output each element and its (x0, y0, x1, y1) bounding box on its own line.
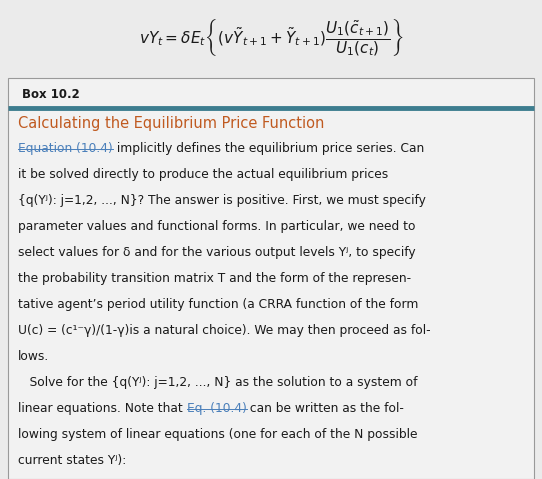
Text: lows.: lows. (18, 350, 49, 363)
Text: Eq. (10.4): Eq. (10.4) (186, 402, 247, 415)
Text: Equation (10.4): Equation (10.4) (18, 142, 113, 155)
Text: $vY_t = \delta E_t\left\{(v\tilde{Y}_{t+1} + \tilde{Y}_{t+1})\dfrac{U_1(\tilde{c: $vY_t = \delta E_t\left\{(v\tilde{Y}_{t+… (139, 18, 403, 58)
Text: Solve for the {q(Yʲ): j=1,2, ..., N} as the solution to a system of: Solve for the {q(Yʲ): j=1,2, ..., N} as … (18, 376, 417, 389)
Text: Calculating the Equilibrium Price Function: Calculating the Equilibrium Price Functi… (18, 116, 324, 131)
Text: parameter values and functional forms. In particular, we need to: parameter values and functional forms. I… (18, 220, 416, 233)
Text: it be solved directly to produce the actual equilibrium prices: it be solved directly to produce the act… (18, 168, 388, 181)
Text: Box 10.2: Box 10.2 (22, 88, 80, 101)
Text: U(c) = (c¹⁻γ)/(1-γ)is a natural choice). We may then proceed as fol-: U(c) = (c¹⁻γ)/(1-γ)is a natural choice).… (18, 324, 431, 337)
Text: can be written as the fol-: can be written as the fol- (247, 402, 404, 415)
Text: lowing system of linear equations (one for each of the N possible: lowing system of linear equations (one f… (18, 428, 417, 441)
Text: implicitly defines the equilibrium price series. Can: implicitly defines the equilibrium price… (113, 142, 424, 155)
Text: the probability transition matrix T and the form of the represen-: the probability transition matrix T and … (18, 272, 411, 285)
Text: linear equations. Note that: linear equations. Note that (18, 402, 186, 415)
FancyBboxPatch shape (8, 78, 534, 479)
Text: select values for δ and for the various output levels Yʲ, to specify: select values for δ and for the various … (18, 246, 416, 259)
Text: current states Yʲ):: current states Yʲ): (18, 454, 126, 467)
Text: {q(Yʲ): j=1,2, ..., N}? The answer is positive. First, we must specify: {q(Yʲ): j=1,2, ..., N}? The answer is po… (18, 194, 426, 207)
Text: tative agent’s period utility function (a CRRA function of the form: tative agent’s period utility function (… (18, 298, 418, 311)
